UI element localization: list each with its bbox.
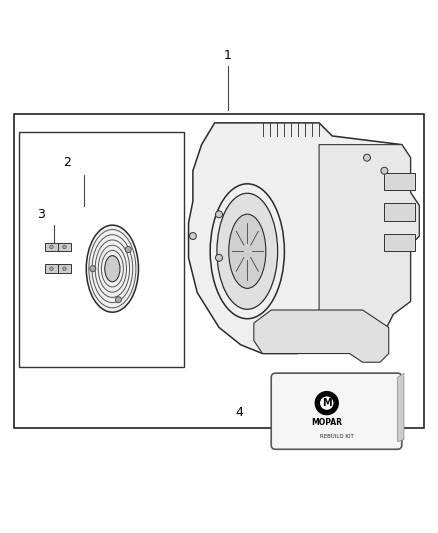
FancyBboxPatch shape — [14, 114, 424, 427]
Polygon shape — [254, 310, 389, 362]
FancyBboxPatch shape — [58, 243, 71, 251]
Polygon shape — [319, 144, 419, 345]
Circle shape — [189, 232, 196, 239]
Circle shape — [364, 154, 371, 161]
FancyBboxPatch shape — [385, 173, 415, 190]
Circle shape — [49, 245, 53, 249]
FancyBboxPatch shape — [46, 264, 57, 273]
Text: 3: 3 — [37, 208, 45, 221]
Circle shape — [314, 391, 339, 415]
Circle shape — [115, 297, 121, 303]
Circle shape — [90, 265, 96, 272]
Polygon shape — [188, 123, 419, 353]
Text: MOPAR: MOPAR — [311, 418, 342, 427]
Ellipse shape — [210, 184, 284, 319]
FancyBboxPatch shape — [58, 264, 71, 273]
Ellipse shape — [86, 225, 138, 312]
Ellipse shape — [105, 256, 120, 282]
Circle shape — [125, 246, 131, 253]
Text: 2: 2 — [63, 156, 71, 168]
Circle shape — [215, 254, 223, 261]
Text: M: M — [322, 398, 332, 408]
FancyBboxPatch shape — [46, 243, 57, 251]
Circle shape — [381, 167, 388, 174]
Text: 1: 1 — [224, 49, 232, 62]
Ellipse shape — [217, 193, 278, 309]
Text: 4: 4 — [235, 406, 243, 419]
FancyBboxPatch shape — [385, 234, 415, 251]
Circle shape — [320, 397, 333, 410]
FancyBboxPatch shape — [271, 373, 402, 449]
Ellipse shape — [229, 214, 266, 288]
FancyBboxPatch shape — [385, 204, 415, 221]
FancyBboxPatch shape — [19, 132, 184, 367]
Circle shape — [215, 211, 223, 218]
Circle shape — [63, 245, 66, 249]
Text: REBUILD KIT: REBUILD KIT — [320, 434, 353, 439]
Circle shape — [49, 267, 53, 270]
Circle shape — [63, 267, 66, 270]
Polygon shape — [397, 373, 404, 441]
